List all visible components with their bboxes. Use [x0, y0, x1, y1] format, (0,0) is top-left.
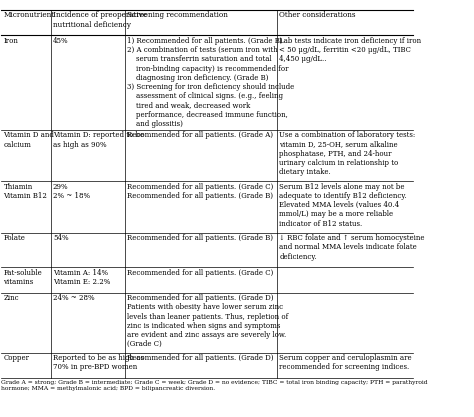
Text: Recommended for all patients. (Grade C)
Recommended for all patients. (Grade B): Recommended for all patients. (Grade C) … — [127, 183, 273, 200]
Text: Recommended for all patients. (Grade B): Recommended for all patients. (Grade B) — [127, 234, 273, 242]
Text: Incidence of preoperative
nutritional deficiency: Incidence of preoperative nutritional de… — [53, 11, 147, 28]
Text: Serum B12 levels alone may not be
adequate to identify B12 deficiency.
Elevated : Serum B12 levels alone may not be adequa… — [280, 183, 407, 228]
Text: Thiamin
Vitamin B12: Thiamin Vitamin B12 — [3, 183, 47, 200]
Text: 29%
2% ~ 18%: 29% 2% ~ 18% — [53, 183, 90, 200]
Text: Reported to be as high as
70% in pre-BPD women: Reported to be as high as 70% in pre-BPD… — [53, 354, 144, 372]
Text: Serum copper and ceruloplasmin are
recommended for screening indices.: Serum copper and ceruloplasmin are recom… — [280, 354, 412, 372]
Text: Other considerations: Other considerations — [280, 11, 356, 19]
Text: Recommended for all patients. (Grade A): Recommended for all patients. (Grade A) — [127, 131, 273, 139]
Text: Recommended for all patients. (Grade D): Recommended for all patients. (Grade D) — [127, 354, 273, 362]
Text: 1) Recommended for all patients. (Grade B)
2) A combination of tests (serum iron: 1) Recommended for all patients. (Grade … — [127, 37, 294, 128]
Text: Micronutrient: Micronutrient — [3, 11, 55, 19]
Text: ↓ RBC folate and ↑ serum homocysteine
and normal MMA levels indicate folate
defi: ↓ RBC folate and ↑ serum homocysteine an… — [280, 234, 425, 261]
Text: Vitamin D: reported to be
as high as 90%: Vitamin D: reported to be as high as 90% — [53, 131, 144, 148]
Text: Iron: Iron — [3, 37, 18, 45]
Text: 45%: 45% — [53, 37, 69, 45]
Text: Vitamin D and
calcium: Vitamin D and calcium — [3, 131, 55, 148]
Text: Vitamin A: 14%
Vitamin E: 2.2%: Vitamin A: 14% Vitamin E: 2.2% — [53, 269, 110, 286]
Text: Recommended for all patients. (Grade D)
Patients with obesity have lower serum z: Recommended for all patients. (Grade D) … — [127, 294, 288, 348]
Text: Grade A = strong; Grade B = intermediate; Grade C = week; Grade D = no evidence;: Grade A = strong; Grade B = intermediate… — [1, 380, 428, 391]
Text: 24% ~ 28%: 24% ~ 28% — [53, 294, 94, 302]
Text: Screening recommendation: Screening recommendation — [127, 11, 228, 19]
Text: Copper: Copper — [3, 354, 29, 362]
Text: 54%: 54% — [53, 234, 69, 242]
Text: Folate: Folate — [3, 234, 25, 242]
Text: Fat-soluble
vitamins: Fat-soluble vitamins — [3, 269, 42, 286]
Text: Recommended for all patients. (Grade C): Recommended for all patients. (Grade C) — [127, 269, 273, 276]
Text: Lab tests indicate iron deficiency if iron
< 50 μg/dL, ferritin <20 μg/dL, TIBC
: Lab tests indicate iron deficiency if ir… — [280, 37, 421, 63]
Text: Use a combination of laboratory tests:
vitamin D, 25-OH, serum alkaline
phosphat: Use a combination of laboratory tests: v… — [280, 131, 416, 176]
Text: Zinc: Zinc — [3, 294, 19, 302]
